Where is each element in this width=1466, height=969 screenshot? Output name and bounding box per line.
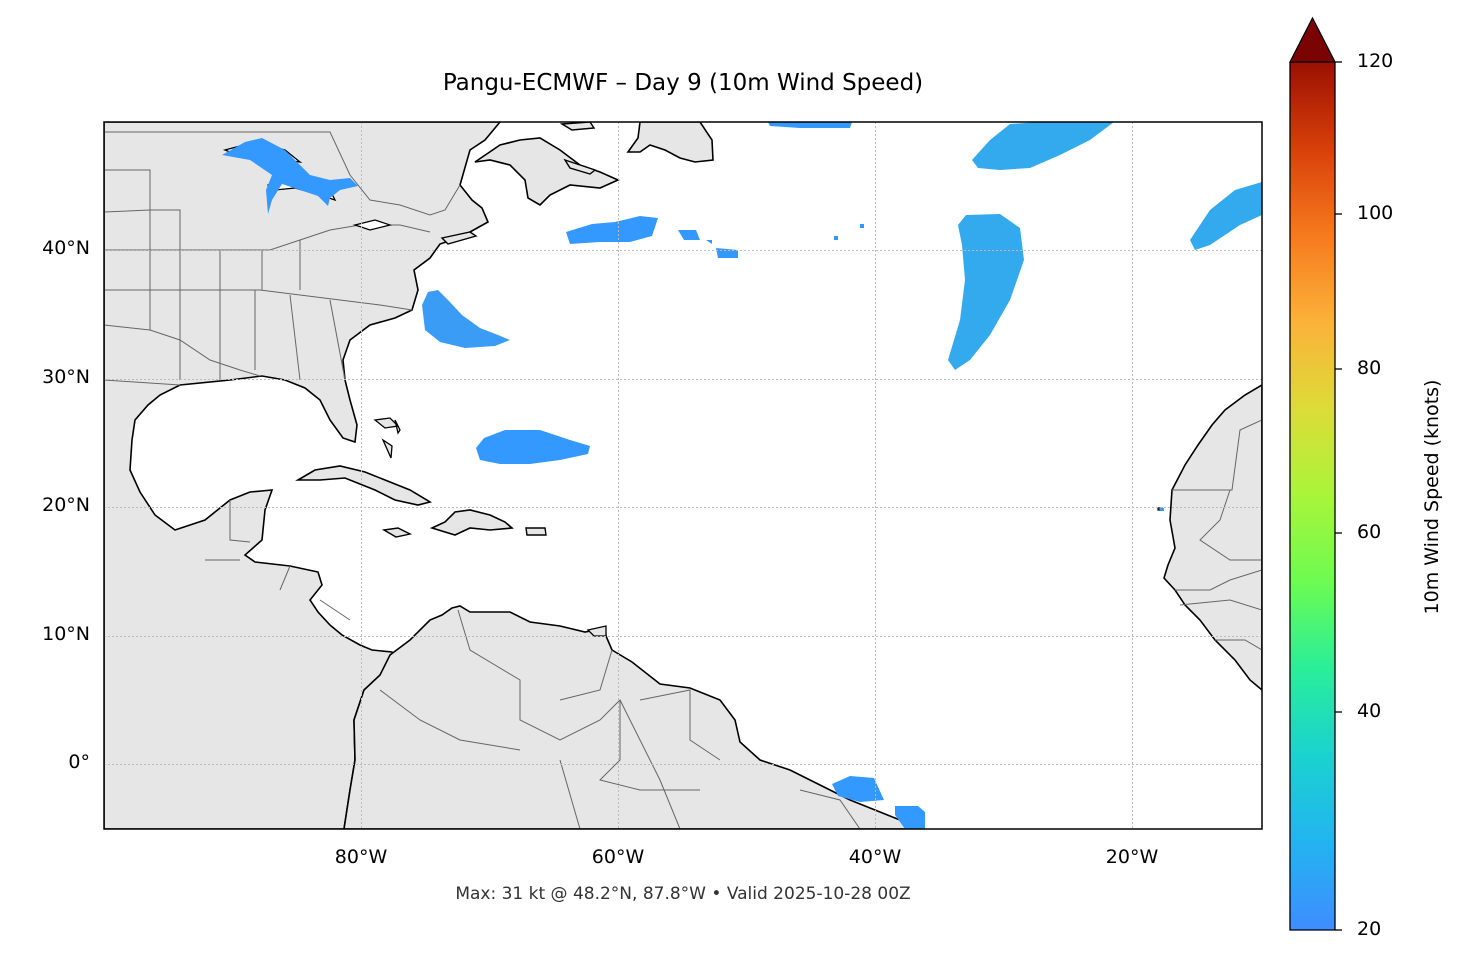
lat-label: 0° xyxy=(68,751,90,773)
colorbar-tick-label: 100 xyxy=(1357,202,1394,224)
lat-label: 10°N xyxy=(42,623,90,645)
wind-area xyxy=(972,122,1114,170)
south-america-land xyxy=(343,605,914,829)
colorbar-label: 10m Wind Speed (knots) xyxy=(1421,379,1443,615)
map-frame xyxy=(103,121,1263,830)
colorbar-tick-label: 120 xyxy=(1357,50,1394,72)
map-title: Pangu-ECMWF – Day 9 (10m Wind Speed) xyxy=(442,70,924,96)
wind-area xyxy=(1160,508,1164,511)
map-footer: Max: 31 kt @ 48.2°N, 87.8°W • Valid 2025… xyxy=(455,884,911,904)
jamaica-island xyxy=(381,527,413,538)
colorbar-extend-arrow xyxy=(1288,16,1337,63)
nova-scotia-land xyxy=(474,137,620,207)
wind-area xyxy=(476,430,590,464)
colorbar-tick-label: 40 xyxy=(1357,700,1382,722)
map-area xyxy=(104,122,1262,829)
lon-label: 60°W xyxy=(591,846,645,868)
colorbar-tick-label: 20 xyxy=(1357,918,1382,940)
lon-label: 20°W xyxy=(1105,846,1159,868)
gridlines xyxy=(104,122,1262,829)
cuba-island xyxy=(295,465,433,506)
africa-land xyxy=(1163,384,1262,692)
north-america-land xyxy=(104,122,502,829)
wind-area xyxy=(222,138,358,214)
lat-label: 30°N xyxy=(42,366,90,388)
lon-label: 40°W xyxy=(848,846,902,868)
hispaniola-island xyxy=(429,509,514,536)
wind-area xyxy=(768,122,852,128)
wind-area xyxy=(832,776,925,829)
colorbar-tick-label: 60 xyxy=(1357,521,1382,543)
wind-area xyxy=(678,224,864,258)
lon-label: 80°W xyxy=(334,846,388,868)
bahamas-island xyxy=(373,417,401,459)
wind-area xyxy=(566,216,658,244)
wind-area xyxy=(948,214,1024,370)
lat-label: 40°N xyxy=(42,237,90,259)
wind-area xyxy=(1190,182,1262,250)
colorbar-tick-label: 80 xyxy=(1357,357,1382,379)
pei-island xyxy=(563,158,597,175)
wind-area xyxy=(422,290,510,348)
wind-speed-field xyxy=(222,122,1262,829)
long-island xyxy=(440,231,478,245)
newfoundland-land xyxy=(626,122,714,163)
puerto-rico-island xyxy=(525,527,547,536)
lat-label: 20°N xyxy=(42,494,90,516)
colorbar xyxy=(1288,16,1342,931)
